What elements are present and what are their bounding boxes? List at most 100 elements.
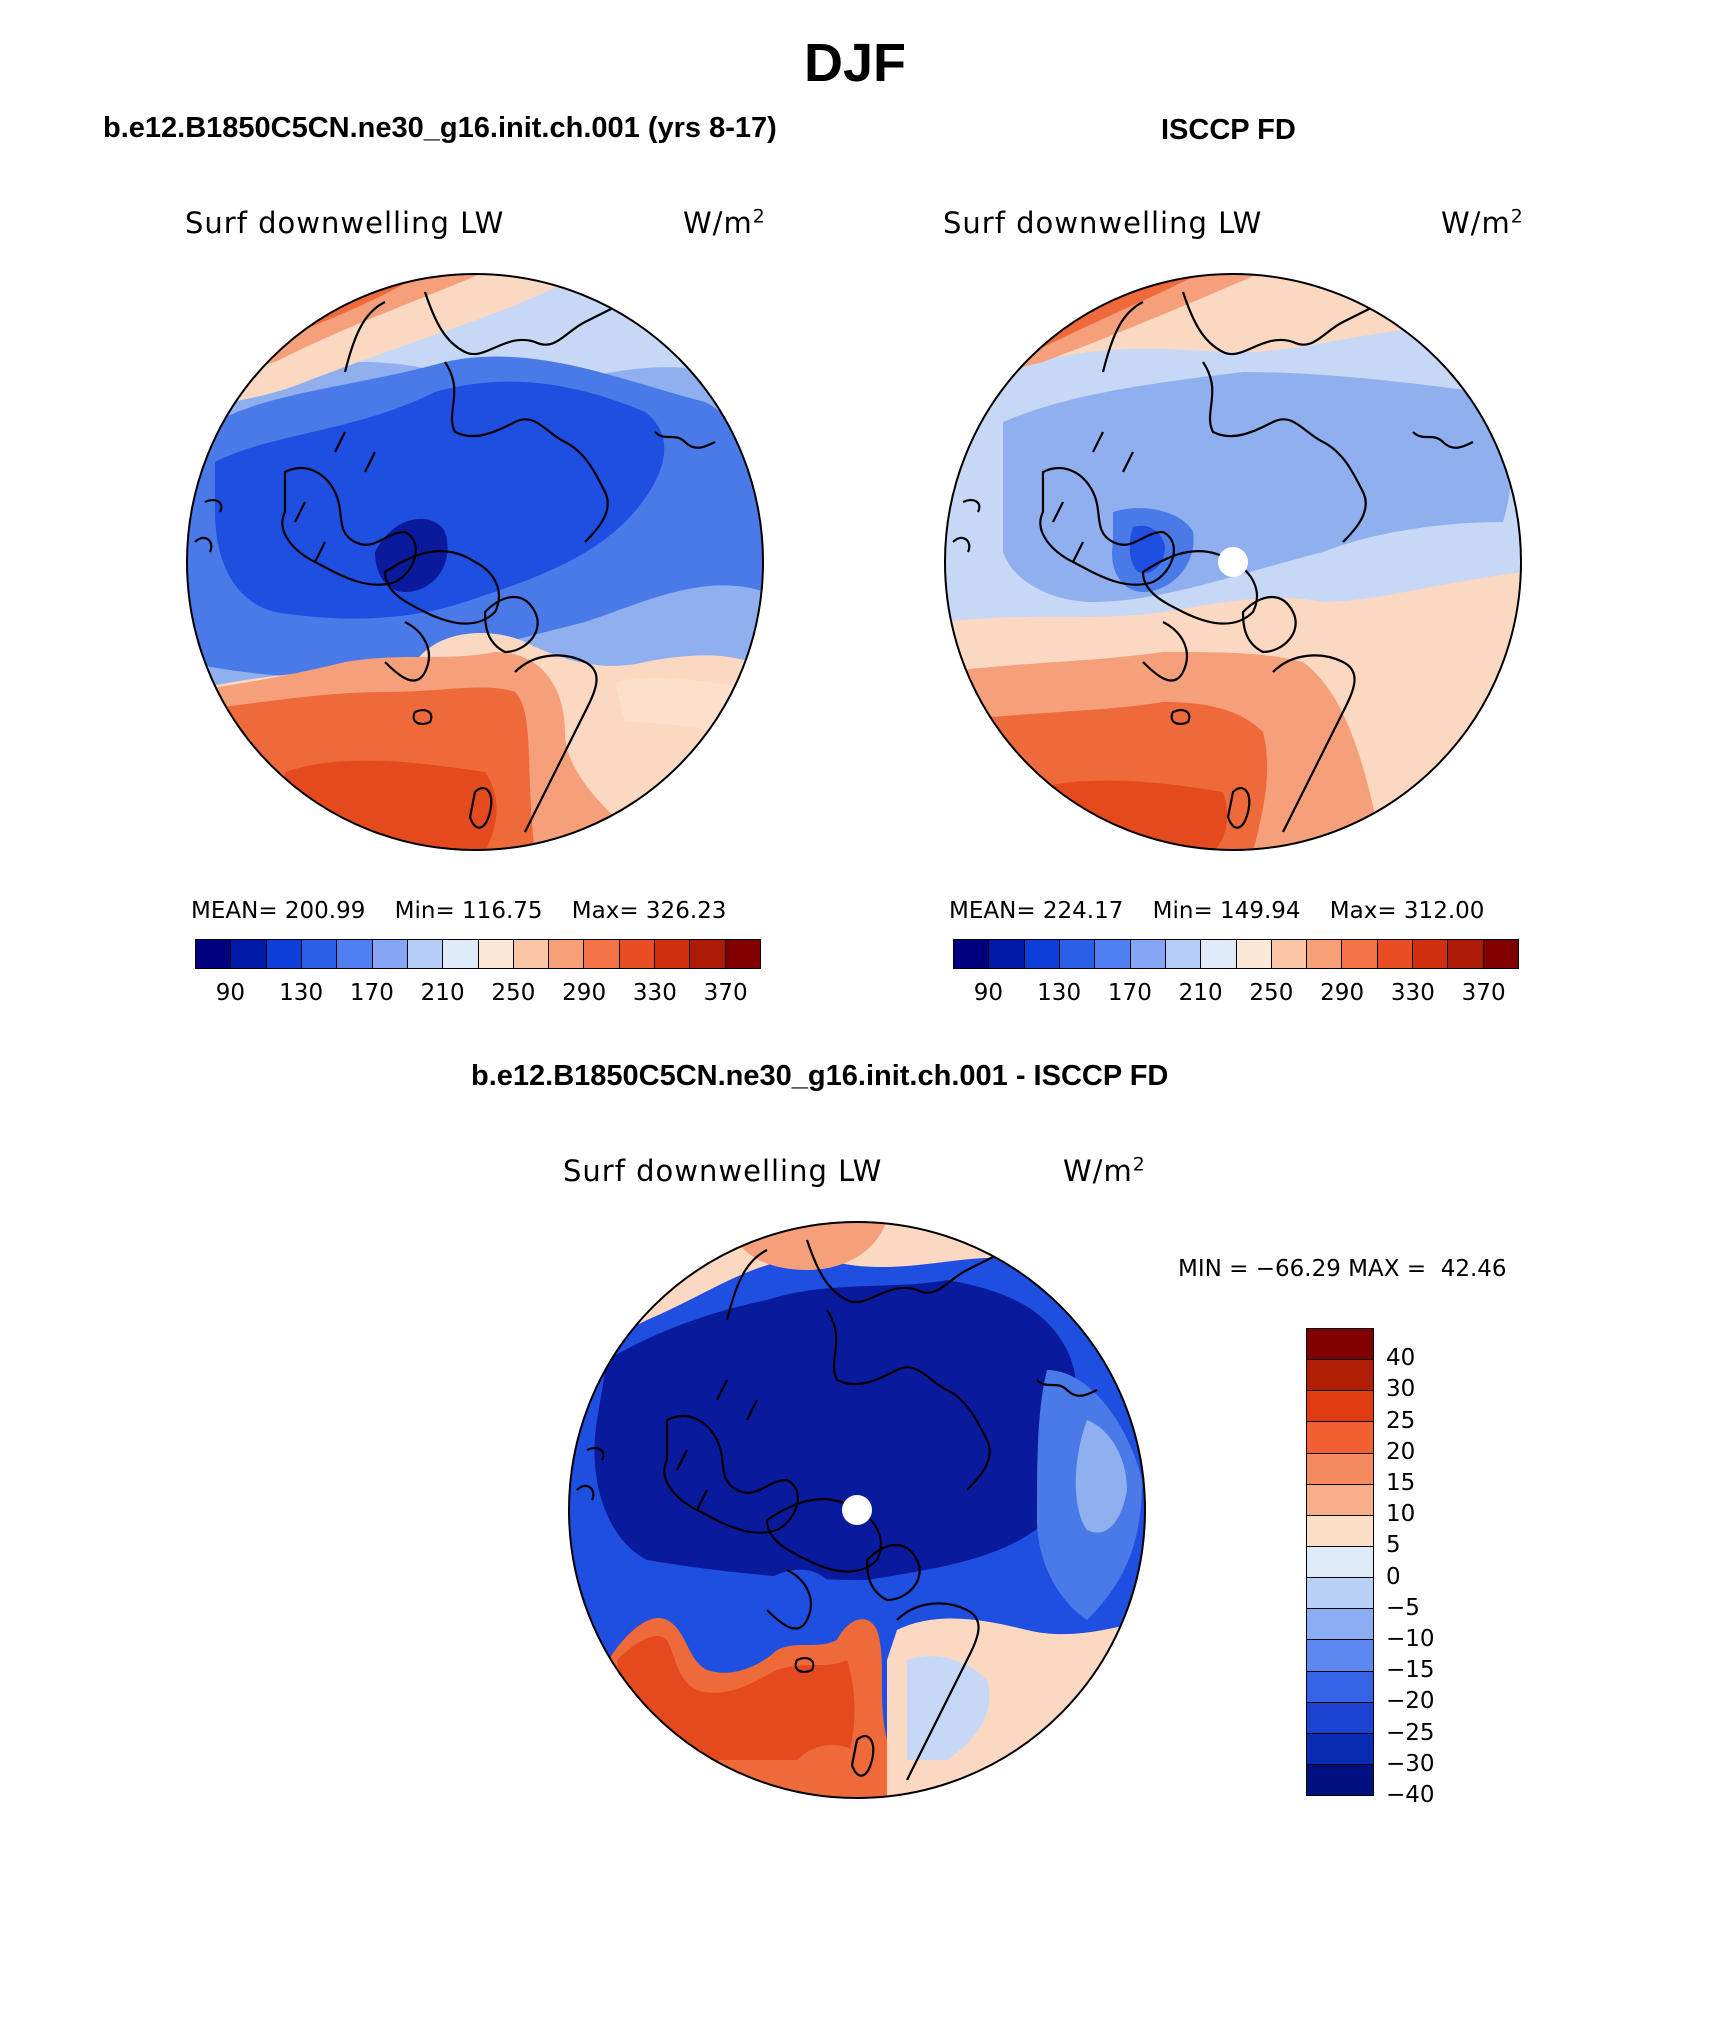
model-colorbar-swatch	[196, 940, 232, 968]
obs-colorbar-tick: 90	[973, 980, 1004, 1006]
model-colorbar-tick: 90	[215, 980, 246, 1006]
diff-colorbar-swatch	[1307, 1546, 1373, 1579]
colorbar-ticks-model: 90 130 170 210 250 290 330 370	[195, 980, 761, 1010]
model-colorbar-swatch	[690, 940, 726, 968]
colorbar-ticks-obs: 90 130 170 210 250 290 330 370	[953, 980, 1519, 1010]
colorbar-diff	[1306, 1328, 1374, 1796]
diff-colorbar-label: 0	[1386, 1563, 1401, 1590]
model-colorbar-tick: 330	[632, 980, 677, 1006]
model-colorbar-tick: 130	[279, 980, 324, 1006]
obs-colorbar-swatch	[989, 940, 1025, 968]
model-colorbar-swatch	[725, 940, 760, 968]
obs-colorbar-tick: 250	[1249, 980, 1294, 1006]
diff-colorbar-label: 30	[1386, 1376, 1416, 1403]
units-label-model: W/m2	[683, 206, 766, 240]
colorbar-model	[195, 939, 761, 969]
obs-colorbar-swatch	[1342, 940, 1378, 968]
colorbar-labels-diff: 40 30 25 20 15 10 5 0 −5 −10 −15 −20 −25 −30 −40	[1386, 1328, 1466, 1808]
diff-colorbar-label: −5	[1386, 1594, 1420, 1621]
diff-colorbar-swatch	[1307, 1733, 1373, 1765]
diff-colorbar-swatch	[1307, 1422, 1373, 1454]
model-colorbar-swatch	[301, 940, 338, 968]
diff-colorbar-swatch	[1307, 1391, 1373, 1423]
panel-title-model: b.e12.B1850C5CN.ne30_g16.init.ch.001 (yr…	[103, 112, 777, 144]
diff-colorbar-swatch	[1307, 1329, 1373, 1361]
polar-map-obs	[944, 273, 1522, 851]
stats-obs: MEAN= 224.17 Min= 149.94 Max= 312.00	[949, 898, 1485, 924]
model-colorbar-swatch	[443, 940, 479, 968]
panel-title-obs: ISCCP FD	[1161, 114, 1296, 146]
model-colorbar-swatch	[549, 940, 585, 968]
obs-colorbar-swatch	[1130, 940, 1166, 968]
diff-colorbar-swatch	[1307, 1515, 1373, 1547]
diff-colorbar-swatch	[1307, 1484, 1373, 1516]
colorbar-obs	[953, 939, 1519, 969]
diff-colorbar-label: −30	[1386, 1750, 1435, 1777]
model-colorbar-swatch	[619, 940, 656, 968]
model-colorbar-swatch	[478, 940, 514, 968]
diff-colorbar-swatch	[1307, 1360, 1373, 1392]
model-colorbar-tick: 250	[491, 980, 536, 1006]
polar-map-model	[186, 273, 764, 851]
diff-colorbar-label: −20	[1386, 1688, 1435, 1715]
model-colorbar-swatch	[584, 940, 620, 968]
variable-label-diff: Surf downwelling LW	[563, 1154, 883, 1188]
units-label-obs: W/m2	[1441, 206, 1524, 240]
diff-colorbar-swatch	[1307, 1453, 1373, 1485]
diff-colorbar-label: −25	[1386, 1719, 1435, 1746]
model-colorbar-swatch	[231, 940, 267, 968]
diff-colorbar-swatch	[1307, 1578, 1373, 1610]
variable-label-model: Surf downwelling LW	[185, 206, 505, 240]
diff-colorbar-swatch	[1307, 1640, 1373, 1672]
obs-colorbar-swatch	[1059, 940, 1096, 968]
stats-diff: MIN = −66.29 MAX = 42.46	[1178, 1256, 1507, 1282]
obs-colorbar-swatch	[1413, 940, 1449, 968]
units-label-diff: W/m2	[1063, 1154, 1146, 1188]
diff-colorbar-swatch	[1307, 1702, 1373, 1734]
obs-colorbar-tick: 370	[1461, 980, 1506, 1006]
diff-colorbar-label: 5	[1386, 1532, 1401, 1559]
obs-colorbar-tick: 330	[1390, 980, 1435, 1006]
model-colorbar-tick: 370	[703, 980, 748, 1006]
model-colorbar-tick: 210	[420, 980, 465, 1006]
model-colorbar-swatch	[266, 940, 302, 968]
obs-colorbar-swatch	[1271, 940, 1308, 968]
diff-colorbar-label: 10	[1386, 1501, 1416, 1528]
diff-colorbar-label: 25	[1386, 1407, 1416, 1434]
diff-colorbar-label: −10	[1386, 1626, 1435, 1652]
stats-model: MEAN= 200.99 Min= 116.75 Max= 326.23	[191, 898, 727, 924]
model-colorbar-tick: 290	[562, 980, 607, 1006]
diff-colorbar-label: 20	[1386, 1438, 1416, 1465]
diff-colorbar-label: −40	[1386, 1782, 1435, 1808]
diff-colorbar-label: 40	[1386, 1345, 1416, 1372]
polar-map-diff	[568, 1221, 1146, 1799]
variable-label-obs: Surf downwelling LW	[943, 206, 1263, 240]
obs-colorbar-tick: 130	[1037, 980, 1082, 1006]
obs-colorbar-swatch	[1024, 940, 1060, 968]
model-colorbar-tick: 170	[349, 980, 394, 1006]
obs-colorbar-swatch	[1095, 940, 1131, 968]
obs-colorbar-swatch	[1448, 940, 1484, 968]
model-colorbar-swatch	[372, 940, 408, 968]
model-colorbar-swatch	[513, 940, 550, 968]
obs-colorbar-swatch	[954, 940, 990, 968]
diff-colorbar-swatch	[1307, 1764, 1373, 1796]
diff-colorbar-label: −15	[1386, 1657, 1435, 1684]
obs-colorbar-swatch	[1165, 940, 1202, 968]
obs-colorbar-tick: 210	[1178, 980, 1223, 1006]
obs-colorbar-swatch	[1483, 940, 1518, 968]
obs-colorbar-swatch	[1201, 940, 1237, 968]
panel-title-diff: b.e12.B1850C5CN.ne30_g16.init.ch.001 - I…	[471, 1060, 1169, 1092]
diff-colorbar-swatch	[1307, 1609, 1373, 1641]
obs-colorbar-swatch	[1377, 940, 1414, 968]
model-colorbar-swatch	[337, 940, 373, 968]
model-colorbar-swatch	[655, 940, 691, 968]
model-colorbar-swatch	[407, 940, 444, 968]
obs-colorbar-tick: 170	[1107, 980, 1152, 1006]
diff-colorbar-label: 15	[1386, 1470, 1416, 1496]
diff-colorbar-swatch	[1307, 1671, 1373, 1703]
obs-colorbar-tick: 290	[1320, 980, 1365, 1006]
obs-colorbar-swatch	[1307, 940, 1343, 968]
page-title: DJF	[803, 33, 906, 93]
obs-colorbar-swatch	[1236, 940, 1272, 968]
